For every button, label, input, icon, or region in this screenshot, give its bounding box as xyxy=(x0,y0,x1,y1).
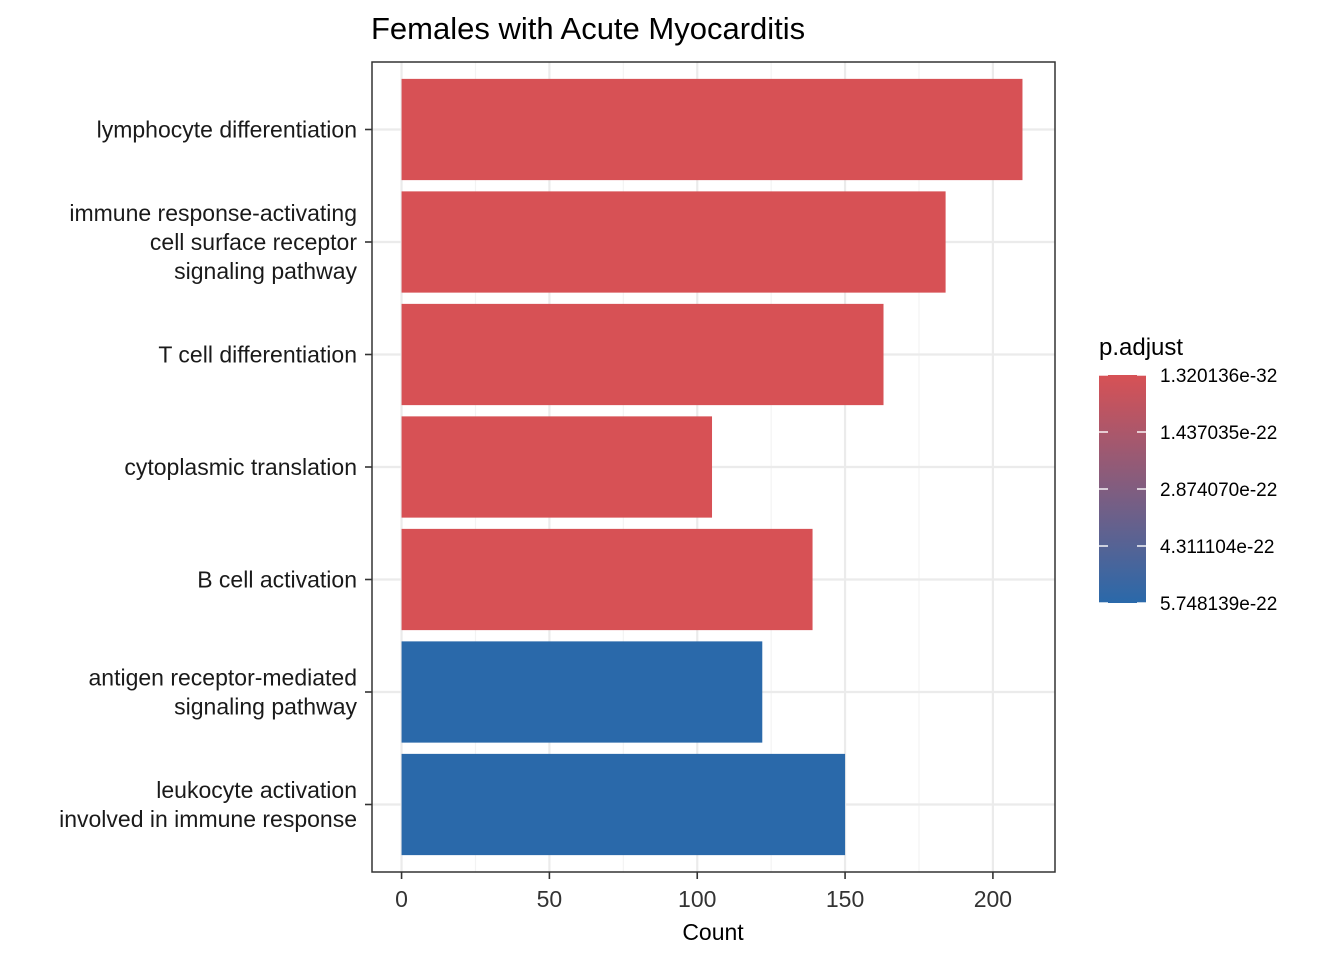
legend-label: 4.311104e-22 xyxy=(1160,537,1274,558)
bar xyxy=(401,78,1023,181)
bar xyxy=(401,528,813,631)
legend-title: p.adjust xyxy=(1099,334,1183,361)
x-tick-label: 200 xyxy=(974,886,1012,912)
x-axis: 0 50 100 150 200 xyxy=(395,872,1012,912)
bar xyxy=(401,641,763,743)
x-tick-label: 100 xyxy=(678,886,716,912)
x-tick-label: 50 xyxy=(537,886,563,912)
bar xyxy=(401,416,713,518)
legend-label: 5.748139e-22 xyxy=(1160,594,1277,615)
x-tick-label: 0 xyxy=(395,886,408,912)
x-axis-title: Count xyxy=(682,919,744,945)
y-tick-label: signaling pathway xyxy=(174,694,357,720)
y-tick-label: antigen receptor-mediated xyxy=(89,665,358,691)
y-tick-label: signaling pathway xyxy=(174,258,357,284)
y-tick-label: cytoplasmic translation xyxy=(124,454,357,480)
y-tick-label: leukocyte activation xyxy=(156,777,357,803)
legend-label: 1.437035e-22 xyxy=(1160,423,1277,444)
bar xyxy=(401,303,884,406)
legend: p.adjust 1.320136e-32 1.437035e-22 2.87407… xyxy=(1099,334,1277,615)
bar xyxy=(401,753,846,856)
bar xyxy=(401,191,946,293)
legend-label: 1.320136e-32 xyxy=(1160,366,1277,387)
bars xyxy=(401,78,1023,856)
y-axis: lymphocyte differentiation immune respons… xyxy=(59,117,372,832)
legend-ticks: 1.320136e-32 1.437035e-22 2.874070e-22 4.31… xyxy=(1099,366,1277,615)
y-tick-label: immune response-activating xyxy=(69,200,357,226)
y-tick-label: lymphocyte differentiation xyxy=(97,117,357,143)
y-tick-label: B cell activation xyxy=(197,567,357,593)
x-tick-label: 150 xyxy=(826,886,864,912)
y-tick-label: T cell differentiation xyxy=(158,342,357,368)
chart-title: Females with Acute Myocarditis xyxy=(371,11,805,46)
legend-label: 2.874070e-22 xyxy=(1160,480,1277,501)
y-tick-label: involved in immune response xyxy=(59,806,357,832)
y-tick-label: cell surface receptor xyxy=(150,229,357,255)
